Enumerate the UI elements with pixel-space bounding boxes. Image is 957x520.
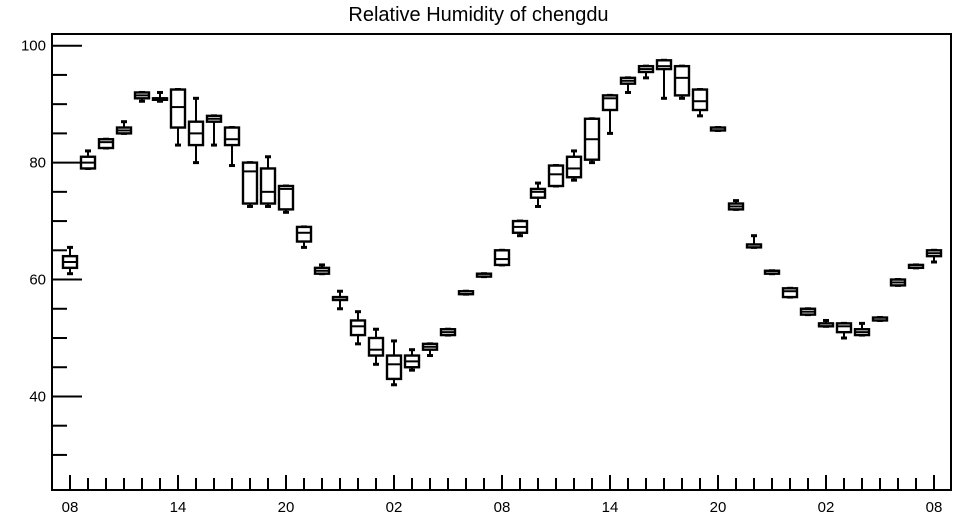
box-item [745, 234, 763, 249]
box-item [115, 120, 133, 135]
box-body [241, 161, 259, 205]
box-item [691, 88, 709, 118]
box-body [529, 187, 547, 199]
box-item [655, 58, 673, 100]
box-item [385, 339, 403, 387]
x-axis: 08 14 20 02 08 14 20 02 08 [62, 475, 943, 516]
box-item [637, 64, 655, 80]
box-body [259, 167, 277, 205]
box-item [133, 90, 151, 103]
box-item [295, 225, 313, 249]
box-body [565, 155, 583, 179]
x-tick-label: 14 [602, 499, 619, 516]
x-tick-label: 02 [818, 499, 835, 516]
box-item [907, 263, 925, 270]
x-tick-label: 08 [926, 499, 943, 516]
box-item [367, 327, 385, 366]
box-item [151, 90, 169, 103]
box-item [421, 342, 439, 358]
box-body [655, 59, 673, 71]
box-item [493, 248, 511, 267]
box-item [727, 199, 745, 211]
box-body [385, 354, 403, 381]
x-tick-label: 14 [170, 499, 187, 516]
box-body [493, 249, 511, 267]
box-body [781, 287, 799, 299]
x-tick-label: 02 [386, 499, 403, 516]
box-body [169, 88, 187, 129]
box-item [763, 269, 781, 276]
y-tick-label: 80 [29, 155, 46, 172]
box-item [259, 155, 277, 208]
x-tick-label: 20 [710, 499, 727, 516]
x-tick-label: 08 [494, 499, 511, 516]
box-body [547, 164, 565, 188]
box-item [457, 289, 475, 296]
box-item [547, 164, 565, 188]
box-body [835, 322, 853, 334]
box-item [709, 126, 727, 132]
y-tick-label: 60 [29, 272, 46, 289]
chart-title: Relative Humidity of chengdu [348, 4, 609, 26]
box-item [511, 219, 529, 238]
box-item [835, 321, 853, 340]
box-body [691, 88, 709, 112]
box-item [871, 316, 889, 322]
box-item [781, 286, 799, 299]
box-item [223, 126, 241, 168]
box-item [277, 184, 295, 214]
box-item [331, 289, 349, 311]
box-item [349, 310, 367, 346]
y-axis: 40 60 80 100 [21, 38, 82, 456]
box-series [61, 58, 943, 387]
box-body [223, 126, 241, 147]
box-item [97, 137, 115, 150]
box-item [565, 149, 583, 182]
box-body [97, 138, 115, 150]
box-item [817, 318, 835, 328]
box-item [79, 149, 97, 170]
box-item [673, 64, 691, 100]
box-item [403, 348, 421, 372]
box-body [295, 225, 313, 243]
box-item [61, 245, 79, 276]
box-item [241, 161, 259, 208]
y-tick-label: 40 [29, 388, 46, 405]
box-body [673, 64, 691, 97]
box-body [367, 336, 385, 357]
box-item [799, 307, 817, 317]
x-tick-label: 20 [278, 499, 295, 516]
box-item [187, 96, 205, 165]
box-item [853, 321, 871, 337]
box-item [619, 76, 637, 94]
box-item [925, 248, 943, 264]
box-item [313, 263, 331, 276]
x-tick-label: 08 [62, 499, 79, 516]
box-body [277, 184, 295, 211]
box-item [601, 93, 619, 135]
box-item [583, 117, 601, 165]
box-body [349, 319, 367, 337]
box-item [439, 327, 457, 337]
box-item [205, 114, 223, 147]
y-tick-label: 100 [21, 38, 46, 55]
box-item [889, 278, 907, 287]
box-item [529, 181, 547, 208]
box-item [475, 272, 493, 279]
box-item [169, 88, 187, 147]
